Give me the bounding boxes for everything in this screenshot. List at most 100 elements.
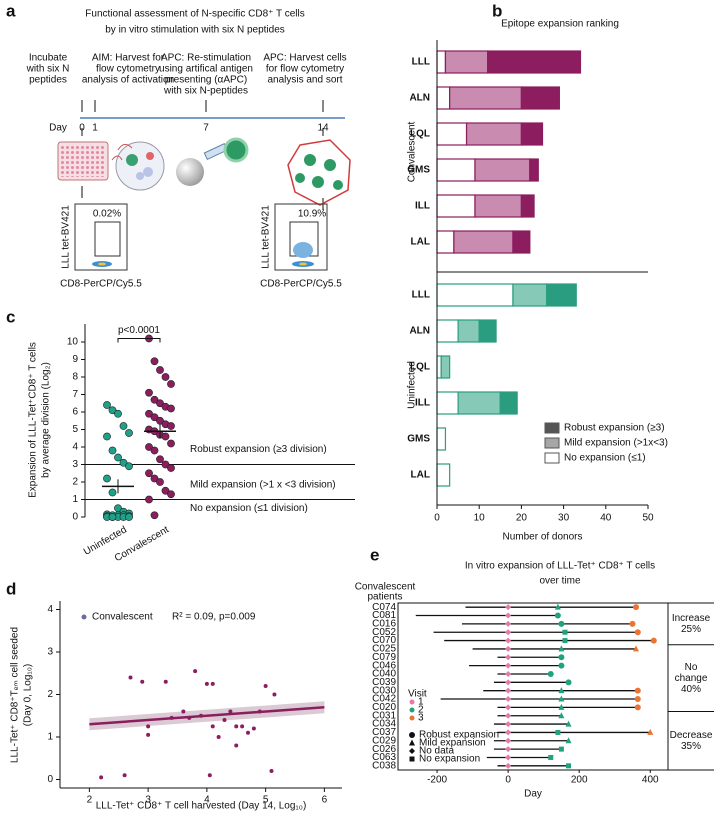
visit-marker [505, 612, 512, 619]
fit-line [89, 706, 325, 726]
dot [150, 511, 159, 520]
patient-id: C081 [372, 610, 396, 621]
group-label: Decrease [670, 730, 713, 741]
significance-bracket [117, 338, 161, 343]
dot [103, 432, 111, 441]
step-text: APC: Re-stimulation [161, 53, 251, 64]
day-tick: 14 [317, 123, 329, 134]
dot [156, 399, 164, 408]
cells [115, 141, 165, 191]
visit-marker [558, 746, 564, 752]
dot [125, 429, 133, 437]
step-text: analysis of activation [82, 75, 174, 86]
gate-label: 10.9% [298, 209, 326, 220]
step-text: AIM: Harvest for [92, 53, 165, 64]
visit-marker [558, 703, 565, 710]
legend-label: No expansion (≤1) [564, 453, 646, 464]
visit-marker [558, 712, 565, 719]
bar-segment [436, 230, 455, 254]
y-tick-label: 4 [72, 442, 78, 453]
day-tick: 1 [92, 123, 98, 134]
y-tick-label: 5 [72, 424, 78, 435]
legend-label: Robust expansion [419, 730, 499, 741]
group-label: Increase [672, 613, 711, 624]
visit-marker [505, 737, 512, 744]
point [187, 715, 192, 720]
patient-id: C037 [372, 727, 396, 738]
step-text: presenting (αAPC) [165, 75, 247, 86]
visit-marker [409, 739, 415, 746]
point [234, 724, 239, 729]
point [210, 724, 215, 729]
visit-marker [634, 687, 641, 694]
day-tick: 0 [79, 123, 85, 134]
x-tick-label: 40 [600, 513, 612, 524]
legend-swatch [544, 452, 560, 464]
visit-marker [505, 762, 512, 769]
bar-segment [529, 158, 539, 182]
day-tick: 7 [203, 123, 209, 134]
patient-id: C079 [372, 652, 396, 663]
x-tick-label: 4 [204, 795, 210, 806]
point [210, 681, 215, 686]
legend-swatch [544, 437, 560, 449]
y-axis-label: LLL-Tet⁺ CD8⁺Tₑₘ cell seeded [10, 627, 21, 763]
point [269, 769, 274, 773]
group-label: change [675, 673, 708, 684]
flow-xlabel: CD8-PerCP/Cy5.5 [60, 279, 142, 290]
visit-marker [505, 696, 512, 703]
dot [108, 488, 117, 497]
visit-marker [629, 620, 636, 627]
dot [108, 513, 117, 521]
visit-marker [547, 670, 554, 677]
x-tick-label: 20 [516, 513, 528, 524]
x-tick-label: 5 [263, 795, 269, 806]
point [199, 713, 203, 718]
annotation: R² = 0.09, p=0.009 [172, 612, 256, 623]
point [99, 775, 104, 780]
y-tick-label: 7 [72, 389, 78, 400]
chart-title: In vitro expansion of LLL-Tet⁺ CD8⁺ T ce… [465, 561, 655, 572]
visit-marker [554, 603, 561, 610]
dot [167, 439, 175, 448]
dot [114, 409, 122, 418]
point [272, 692, 277, 697]
visit-marker [548, 754, 554, 760]
point [128, 675, 133, 680]
category-label: LAL [411, 470, 430, 481]
threshold-label: No expansion (≤1 division) [190, 503, 308, 514]
visit-marker [505, 637, 512, 644]
dot [108, 406, 117, 415]
dot [161, 373, 170, 381]
visit-marker [565, 737, 572, 744]
legend-title: Visit [408, 689, 427, 700]
patient-id: C038 [372, 760, 396, 771]
dot [161, 432, 170, 441]
dot [108, 446, 117, 455]
visit-marker [505, 704, 512, 711]
bar-segment [474, 194, 523, 218]
chart-title: Epitope expansion ranking [501, 19, 619, 30]
dot [167, 464, 175, 472]
visit-marker [634, 704, 641, 711]
y-tick-label: 1 [72, 494, 78, 505]
visit-marker [505, 670, 512, 677]
dot [145, 443, 153, 451]
flow-ylabel: LLL tet-BV421 [261, 205, 272, 269]
dot [167, 380, 175, 388]
bar-segment [436, 319, 459, 343]
visit-marker [505, 654, 512, 661]
x-axis-label: Number of donors [502, 532, 582, 543]
x-tick-label: 400 [642, 775, 659, 786]
visit-marker [409, 748, 415, 754]
legend-marker [409, 707, 415, 713]
visit-marker [565, 679, 572, 686]
t-cell [223, 137, 249, 163]
patient-id: C016 [372, 619, 396, 630]
step-text: flow cytometry [96, 64, 160, 75]
patient-id: C034 [372, 719, 396, 730]
y-axis-label: (Day 0, Log₁₀) [23, 664, 34, 727]
dot [145, 495, 153, 504]
step-text: with six N-peptides [163, 86, 248, 97]
